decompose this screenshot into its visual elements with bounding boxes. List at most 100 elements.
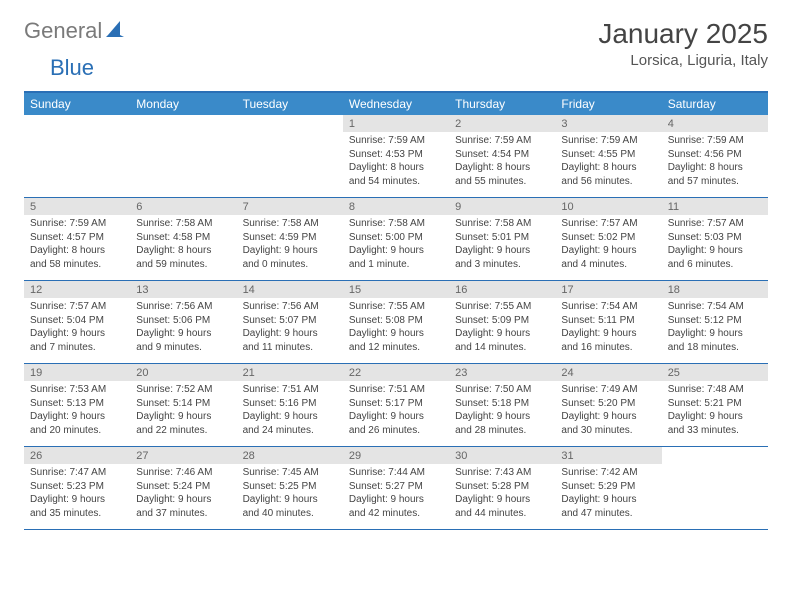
day-number: 20 [130, 364, 236, 381]
cell-line: Daylight: 9 hours [349, 327, 443, 341]
day-number: 2 [449, 115, 555, 132]
day-number: 14 [237, 281, 343, 298]
cell-body: Sunrise: 7:55 AMSunset: 5:09 PMDaylight:… [449, 298, 555, 358]
cell-line: Sunset: 5:07 PM [243, 314, 337, 328]
cell-line: Sunrise: 7:45 AM [243, 466, 337, 480]
cell-body: Sunrise: 7:50 AMSunset: 5:18 PMDaylight:… [449, 381, 555, 441]
cell-line: Sunrise: 7:47 AM [30, 466, 124, 480]
cell-line: Sunset: 5:23 PM [30, 480, 124, 494]
cell-line: and 1 minute. [349, 258, 443, 272]
cell-line: Sunrise: 7:49 AM [561, 383, 655, 397]
cell-line: Sunset: 5:12 PM [668, 314, 762, 328]
day-number: 3 [555, 115, 661, 132]
cell-line: and 7 minutes. [30, 341, 124, 355]
cell-line: Daylight: 9 hours [243, 327, 337, 341]
calendar-cell: 8Sunrise: 7:58 AMSunset: 5:00 PMDaylight… [343, 198, 449, 280]
cell-line: Sunrise: 7:51 AM [243, 383, 337, 397]
calendar-cell: 14Sunrise: 7:56 AMSunset: 5:07 PMDayligh… [237, 281, 343, 363]
calendar-cell: 2Sunrise: 7:59 AMSunset: 4:54 PMDaylight… [449, 115, 555, 197]
day-number [24, 115, 130, 132]
day-number: 5 [24, 198, 130, 215]
cell-line: Daylight: 9 hours [668, 327, 762, 341]
day-number: 7 [237, 198, 343, 215]
day-number: 16 [449, 281, 555, 298]
day-number: 18 [662, 281, 768, 298]
cell-line: Sunset: 4:54 PM [455, 148, 549, 162]
cell-body: Sunrise: 7:44 AMSunset: 5:27 PMDaylight:… [343, 464, 449, 524]
cell-line: and 58 minutes. [30, 258, 124, 272]
cell-line: Sunrise: 7:57 AM [668, 217, 762, 231]
day-number [130, 115, 236, 132]
cell-line: Sunset: 5:02 PM [561, 231, 655, 245]
cell-line: Daylight: 9 hours [30, 493, 124, 507]
cell-line: Daylight: 8 hours [349, 161, 443, 175]
location: Lorsica, Liguria, Italy [598, 52, 768, 69]
day-number: 30 [449, 447, 555, 464]
day-number: 8 [343, 198, 449, 215]
cell-line: Daylight: 9 hours [455, 493, 549, 507]
cell-line: and 11 minutes. [243, 341, 337, 355]
cell-line: Daylight: 9 hours [136, 327, 230, 341]
cell-line: Sunset: 4:59 PM [243, 231, 337, 245]
cell-line: Sunset: 5:17 PM [349, 397, 443, 411]
calendar-cell: 9Sunrise: 7:58 AMSunset: 5:01 PMDaylight… [449, 198, 555, 280]
day-header-row: Sunday Monday Tuesday Wednesday Thursday… [24, 93, 768, 115]
cell-line: Sunset: 5:08 PM [349, 314, 443, 328]
calendar-cell: 15Sunrise: 7:55 AMSunset: 5:08 PMDayligh… [343, 281, 449, 363]
cell-line: and 20 minutes. [30, 424, 124, 438]
calendar-cell: 27Sunrise: 7:46 AMSunset: 5:24 PMDayligh… [130, 447, 236, 529]
calendar-cell: 17Sunrise: 7:54 AMSunset: 5:11 PMDayligh… [555, 281, 661, 363]
cell-body: Sunrise: 7:51 AMSunset: 5:17 PMDaylight:… [343, 381, 449, 441]
logo-text-blue: Blue [50, 55, 94, 81]
cell-line: and 37 minutes. [136, 507, 230, 521]
calendar-cell: 24Sunrise: 7:49 AMSunset: 5:20 PMDayligh… [555, 364, 661, 446]
cell-line: Sunrise: 7:48 AM [668, 383, 762, 397]
calendar-cell: 19Sunrise: 7:53 AMSunset: 5:13 PMDayligh… [24, 364, 130, 446]
cell-line: Sunset: 5:01 PM [455, 231, 549, 245]
day-number: 17 [555, 281, 661, 298]
cell-body: Sunrise: 7:54 AMSunset: 5:11 PMDaylight:… [555, 298, 661, 358]
day-number: 15 [343, 281, 449, 298]
cell-line: Sunrise: 7:54 AM [668, 300, 762, 314]
cell-line: Sunset: 5:25 PM [243, 480, 337, 494]
cell-line: Sunrise: 7:44 AM [349, 466, 443, 480]
calendar-cell: 31Sunrise: 7:42 AMSunset: 5:29 PMDayligh… [555, 447, 661, 529]
cell-line: Sunrise: 7:59 AM [30, 217, 124, 231]
cell-line: and 44 minutes. [455, 507, 549, 521]
cell-line: and 30 minutes. [561, 424, 655, 438]
cell-line: Sunrise: 7:57 AM [30, 300, 124, 314]
cell-line: and 55 minutes. [455, 175, 549, 189]
cell-line: and 22 minutes. [136, 424, 230, 438]
day-number: 21 [237, 364, 343, 381]
cell-line: Daylight: 9 hours [243, 410, 337, 424]
cell-line: and 26 minutes. [349, 424, 443, 438]
cell-body: Sunrise: 7:58 AMSunset: 5:01 PMDaylight:… [449, 215, 555, 275]
cell-body: Sunrise: 7:55 AMSunset: 5:08 PMDaylight:… [343, 298, 449, 358]
cell-line: Sunrise: 7:46 AM [136, 466, 230, 480]
day-number: 25 [662, 364, 768, 381]
cell-line: Sunrise: 7:53 AM [30, 383, 124, 397]
cell-line: Sunset: 5:28 PM [455, 480, 549, 494]
cell-line: Daylight: 9 hours [243, 493, 337, 507]
day-header-fri: Friday [555, 93, 661, 115]
cell-line: Daylight: 9 hours [349, 244, 443, 258]
cell-line: Sunset: 4:58 PM [136, 231, 230, 245]
calendar-cell: 11Sunrise: 7:57 AMSunset: 5:03 PMDayligh… [662, 198, 768, 280]
cell-line: Sunrise: 7:42 AM [561, 466, 655, 480]
cell-line: Sunset: 5:16 PM [243, 397, 337, 411]
cell-body: Sunrise: 7:53 AMSunset: 5:13 PMDaylight:… [24, 381, 130, 441]
day-number: 1 [343, 115, 449, 132]
week-row: 26Sunrise: 7:47 AMSunset: 5:23 PMDayligh… [24, 447, 768, 530]
day-header-sun: Sunday [24, 93, 130, 115]
cell-line: and 6 minutes. [668, 258, 762, 272]
cell-line: and 56 minutes. [561, 175, 655, 189]
cell-line: Daylight: 9 hours [561, 410, 655, 424]
day-number: 19 [24, 364, 130, 381]
calendar-cell: 25Sunrise: 7:48 AMSunset: 5:21 PMDayligh… [662, 364, 768, 446]
cell-line: Daylight: 9 hours [561, 327, 655, 341]
cell-line: and 18 minutes. [668, 341, 762, 355]
cell-line: Daylight: 8 hours [561, 161, 655, 175]
cell-line: Sunset: 4:56 PM [668, 148, 762, 162]
logo-sail-icon [106, 19, 126, 44]
calendar-cell: 22Sunrise: 7:51 AMSunset: 5:17 PMDayligh… [343, 364, 449, 446]
